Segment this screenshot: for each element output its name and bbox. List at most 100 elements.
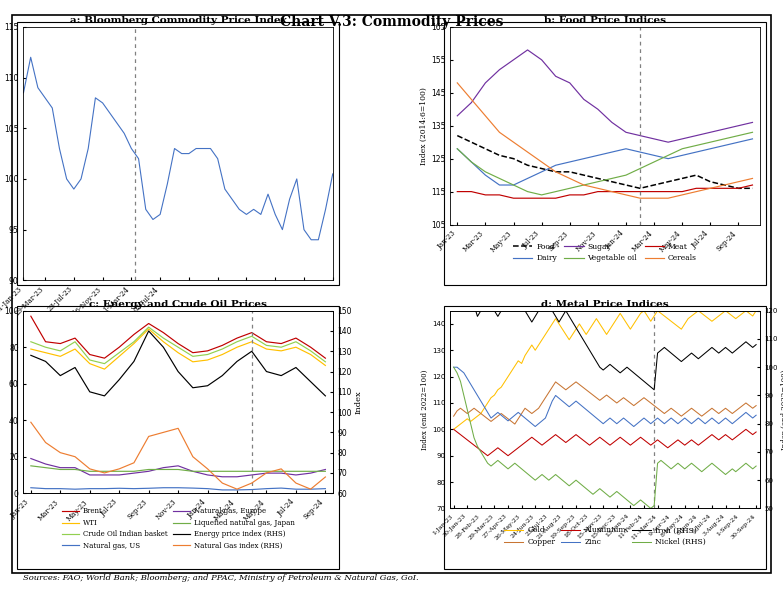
- Gold: [489, 392, 499, 399]
- Natural gas, US: [129, 485, 139, 492]
- Natural gas, Europe: [276, 470, 286, 477]
- WTI: [99, 365, 109, 373]
- Gold: [711, 315, 720, 322]
- Nickel (RHS): [704, 463, 713, 470]
- Energy price index (RHS): [233, 358, 242, 365]
- Brent: [262, 338, 271, 345]
- Line: Crude Oil Indian basket: Crude Oil Indian basket: [31, 327, 326, 364]
- Natural Gas index (RHS): [291, 479, 301, 487]
- Zinc: [544, 406, 554, 413]
- Brent: [41, 338, 50, 345]
- Natural Gas index (RHS): [114, 465, 124, 472]
- Natural Gas index (RHS): [56, 449, 65, 456]
- Natural Gas index (RHS): [159, 429, 168, 436]
- Line: Cereals: Cereals: [457, 83, 752, 198]
- Natural Gas index (RHS): [144, 433, 153, 440]
- Meat: [720, 184, 729, 192]
- Cereals: [635, 195, 644, 202]
- Iron (RHS): [745, 341, 754, 348]
- Cereals: [720, 181, 729, 189]
- Energy price index (RHS): [159, 344, 168, 351]
- Dairy: [509, 181, 518, 189]
- Crude Oil Indian basket: [85, 356, 95, 364]
- Sugar: [481, 79, 490, 87]
- Natural gas, US: [276, 485, 286, 492]
- Food: [453, 132, 462, 139]
- Dairy: [734, 139, 743, 146]
- Cereals: [565, 175, 575, 182]
- Vegetable oil: [495, 175, 504, 182]
- Natural gas, US: [203, 485, 212, 492]
- Title: c: Energy and Crude Oil Prices: c: Energy and Crude Oil Prices: [89, 300, 267, 309]
- Natural gas, US: [247, 486, 257, 493]
- Liquefied natural gas, Japan: [85, 467, 95, 475]
- Natural gas, US: [85, 485, 95, 492]
- Dairy: [677, 152, 687, 159]
- Food: [537, 165, 547, 172]
- Vegetable oil: [565, 184, 575, 192]
- Natural gas, Europe: [159, 464, 168, 471]
- Aluminium: [742, 426, 751, 433]
- Liquefied natural gas, Japan: [276, 467, 286, 475]
- Line: WTI: WTI: [31, 329, 326, 369]
- Line: Dairy: Dairy: [457, 139, 752, 185]
- Energy price index (RHS): [26, 352, 35, 359]
- Legend: Brent, WTI, Crude Oil Indian basket, Natural gas, US, Natural gas, Europe, Lique: Brent, WTI, Crude Oil Indian basket, Nat…: [62, 507, 294, 550]
- Dairy: [523, 175, 532, 182]
- Liquefied natural gas, Japan: [114, 467, 124, 475]
- Brent: [247, 329, 257, 336]
- Meat: [481, 191, 490, 198]
- Meat: [565, 191, 575, 198]
- Aluminium: [544, 436, 554, 444]
- WTI: [218, 351, 227, 358]
- Food: [734, 184, 743, 192]
- Cereals: [509, 139, 518, 146]
- Natural gas, US: [99, 485, 109, 492]
- Dairy: [705, 145, 715, 152]
- Dairy: [594, 152, 603, 159]
- Sugar: [635, 132, 644, 139]
- Sugar: [663, 139, 673, 146]
- Brent: [99, 355, 109, 362]
- Sugar: [705, 129, 715, 136]
- Natural Gas index (RHS): [173, 424, 182, 432]
- Natural gas, Europe: [233, 473, 242, 481]
- Natural gas, Europe: [85, 472, 95, 479]
- Dairy: [649, 152, 659, 159]
- Line: Natural gas, Europe: Natural gas, Europe: [31, 458, 326, 477]
- WTI: [70, 346, 80, 353]
- Dairy: [720, 142, 729, 149]
- Aluminium: [483, 452, 493, 459]
- Meat: [748, 181, 757, 189]
- Liquefied natural gas, Japan: [233, 467, 242, 475]
- Meat: [509, 195, 518, 202]
- Aluminium: [493, 444, 503, 451]
- Natural gas, Europe: [144, 467, 153, 475]
- Brent: [291, 334, 301, 341]
- Sugar: [677, 136, 687, 143]
- Copper: [666, 405, 676, 412]
- Meat: [579, 191, 589, 198]
- Natural gas, US: [306, 485, 316, 493]
- Line: Meat: Meat: [457, 185, 752, 198]
- Brent: [144, 320, 153, 327]
- Zinc: [531, 423, 540, 430]
- Crude Oil Indian basket: [291, 338, 301, 345]
- Copper: [551, 378, 561, 386]
- Crude Oil Indian basket: [56, 347, 65, 355]
- Natural Gas index (RHS): [276, 465, 286, 472]
- WTI: [144, 325, 153, 333]
- Y-axis label: Index (2014:6=100): Index (2014:6=100): [420, 87, 428, 165]
- Crude Oil Indian basket: [99, 360, 109, 367]
- Natural gas, US: [321, 485, 330, 492]
- Aluminium: [663, 444, 673, 451]
- Brent: [321, 355, 330, 362]
- Liquefied natural gas, Japan: [188, 467, 197, 475]
- Cereals: [453, 79, 462, 87]
- Sugar: [649, 136, 659, 143]
- Nickel (RHS): [449, 364, 458, 371]
- Iron (RHS): [493, 313, 503, 320]
- Meat: [523, 195, 532, 202]
- Brent: [70, 334, 80, 341]
- Line: Food: Food: [457, 136, 752, 188]
